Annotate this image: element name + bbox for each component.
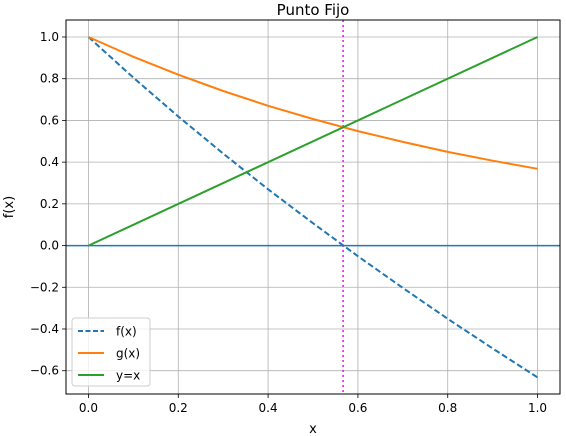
legend-label: f(x) <box>116 325 137 339</box>
legend-label: y=x <box>116 369 140 383</box>
y-tick-label: 0.8 <box>40 72 59 86</box>
x-tick-label: 0.4 <box>259 401 278 415</box>
y-tick-label: 1.0 <box>40 30 59 44</box>
x-tick-label: 0.6 <box>348 401 367 415</box>
y-tick-label: 0.2 <box>40 197 59 211</box>
y-axis-label: f(x) <box>2 196 17 218</box>
y-tick-label: −0.2 <box>30 280 59 294</box>
series-line-1 <box>88 36 538 170</box>
series-group <box>87 36 539 379</box>
y-tick-label: 0.6 <box>40 113 59 127</box>
axis-ticks: 0.0 0.2 0.4 0.6 0.8 1.0 −0.6 −0.4 −0.2 0.0 0.2 0.4 0… <box>30 30 547 415</box>
legend-label: g(x) <box>116 347 140 361</box>
x-tick-label: 0.0 <box>79 401 98 415</box>
x-axis-label: x <box>309 422 317 436</box>
x-tick-label: 0.2 <box>169 401 188 415</box>
x-tick-label: 1.0 <box>528 401 547 415</box>
reference-lines <box>66 20 560 394</box>
legend-box <box>71 317 151 387</box>
x-tick-label: 0.8 <box>438 401 457 415</box>
series-line-2 <box>88 36 538 247</box>
chart-title: Punto Fijo <box>277 1 350 19</box>
legend: f(x) g(x) y=x <box>71 317 151 387</box>
y-tick-label: 0.4 <box>40 155 59 169</box>
y-tick-label: −0.4 <box>30 322 59 336</box>
plot-frame <box>65 19 561 395</box>
y-tick-label: 0.0 <box>40 239 59 253</box>
series-line-0 <box>87 36 539 379</box>
y-tick-label: −0.6 <box>30 364 59 378</box>
